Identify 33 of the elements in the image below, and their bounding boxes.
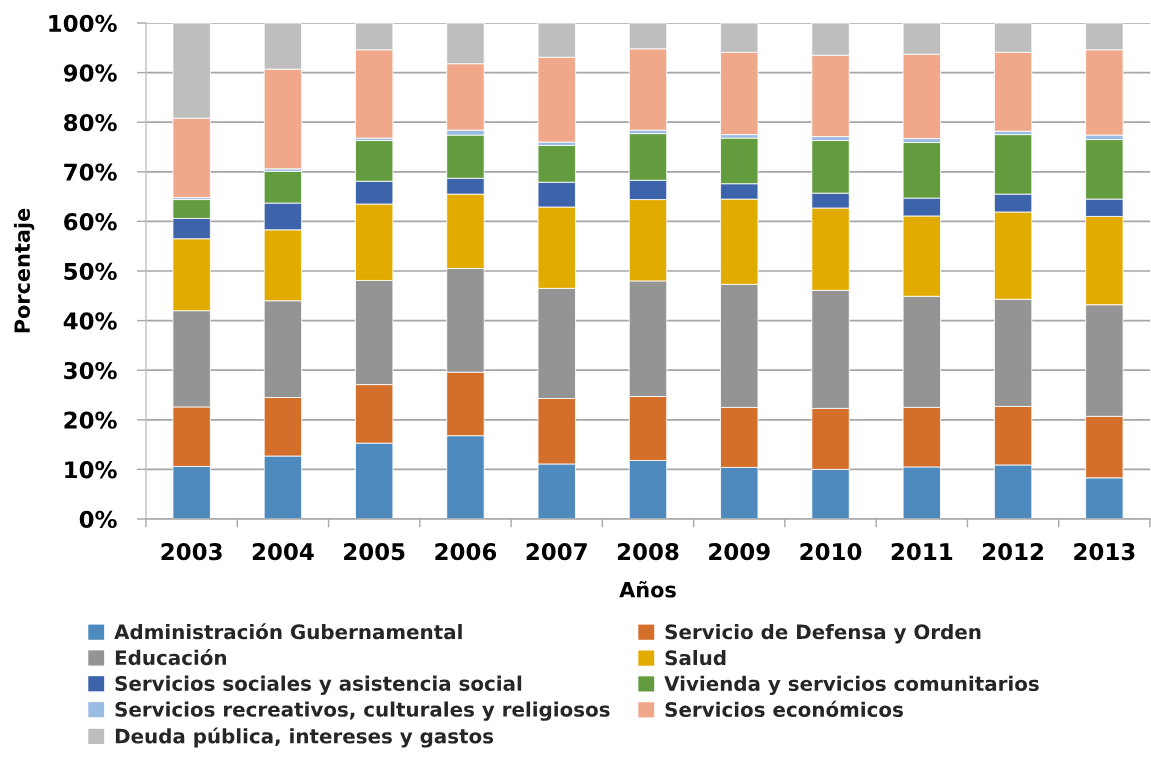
- y-tick-label: 50%: [64, 262, 117, 281]
- y-tick-label: 90%: [63, 64, 117, 82]
- legend-label: Servicios económicos: [665, 700, 903, 718]
- x-tick-label: 2009: [709, 543, 770, 561]
- y-tick-label: 0%: [79, 510, 117, 529]
- y-tick-label: 70%: [64, 163, 117, 181]
- y-tick-label: 20%: [64, 411, 117, 429]
- y-tick-label: 80%: [64, 113, 117, 132]
- y-tick-label: 60%: [64, 213, 117, 231]
- legend-label: Servicios recreativos, culturales y religiosos: [115, 701, 610, 721]
- legend-label: Vivienda y servicios comunitarios: [664, 675, 1039, 696]
- legend-label: Servicio de Defensa y Orden: [665, 624, 981, 644]
- x-tick-label: 2007: [526, 543, 587, 561]
- legend-label: Educación: [115, 648, 226, 666]
- x-tick-label: 2006: [435, 543, 497, 561]
- x-tick-label: 2004: [252, 543, 314, 561]
- legend-label: Salud: [665, 649, 726, 666]
- y-tick-label: 10%: [65, 461, 117, 479]
- x-tick-label: 2010: [800, 543, 862, 561]
- legend-label: Deuda pública, intereses y gastos: [115, 727, 494, 748]
- x-axis-title: Años: [619, 581, 676, 598]
- legend-label: Servicios sociales y asistencia social: [115, 675, 522, 695]
- y-tick-label: 40%: [63, 312, 117, 330]
- x-tick-label: 2013: [1074, 543, 1135, 561]
- y-axis-title: Porcentaje: [13, 208, 35, 333]
- x-tick-label: 2011: [891, 543, 953, 561]
- x-tick-label: 2008: [617, 543, 679, 561]
- y-tick-label: 30%: [64, 361, 117, 380]
- y-tick-label: 100%: [49, 14, 117, 33]
- legend-label: Administración Gubernamental: [114, 623, 462, 640]
- x-tick-label: 2012: [983, 543, 1043, 561]
- x-tick-label: 2005: [344, 543, 405, 561]
- x-tick-label: 2003: [161, 543, 222, 561]
